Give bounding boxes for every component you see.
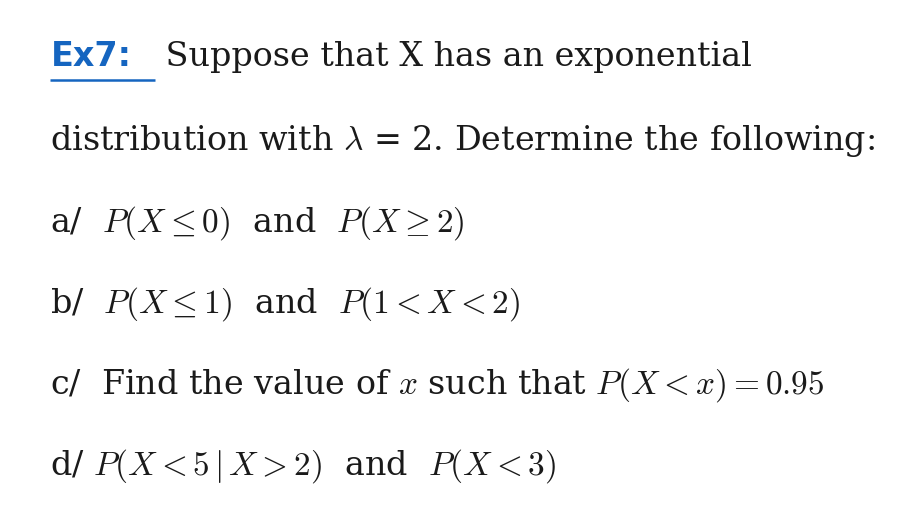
Text: Ex7:: Ex7: bbox=[50, 40, 131, 73]
Text: distribution with $\lambda$ = 2. Determine the following:: distribution with $\lambda$ = 2. Determi… bbox=[50, 123, 876, 159]
Text: c/  Find the value of $x$ such that $P(X < x) = 0.95$: c/ Find the value of $x$ such that $P(X … bbox=[50, 366, 825, 404]
Text: b/  $P(X\leq 1)$  and  $P(1< X < 2)$: b/ $P(X\leq 1)$ and $P(1< X < 2)$ bbox=[50, 285, 521, 323]
Text: a/  $P(X\leq 0)$  and  $P(X\geq 2)$: a/ $P(X\leq 0)$ and $P(X\geq 2)$ bbox=[50, 204, 465, 242]
Text: d/ $P(X < 5\,|\,X > 2)$  and  $P(X < 3)$: d/ $P(X < 5\,|\,X > 2)$ and $P(X < 3)$ bbox=[50, 448, 557, 486]
Text: Suppose that X has an exponential: Suppose that X has an exponential bbox=[155, 41, 752, 73]
